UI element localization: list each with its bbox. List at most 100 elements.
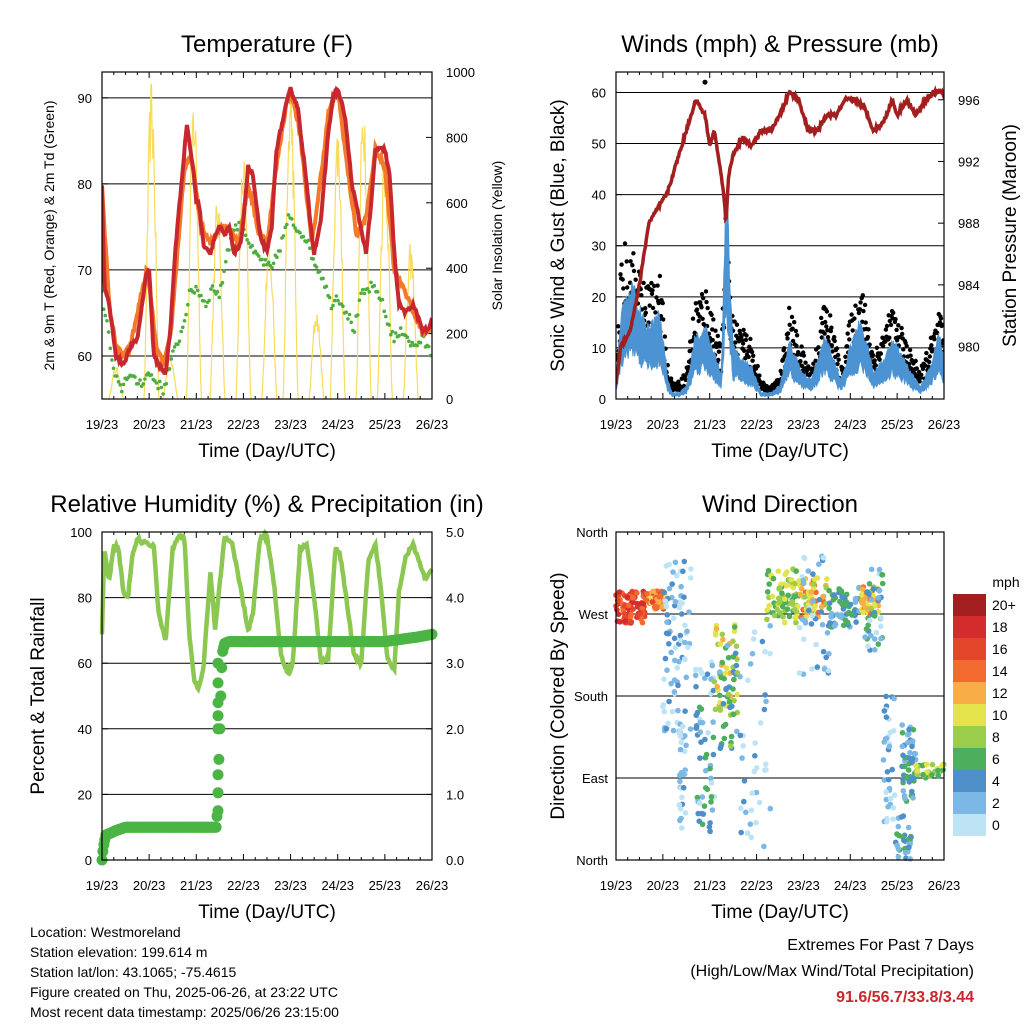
wind-direction-point — [764, 589, 771, 595]
series-group — [96, 528, 438, 866]
wind-direction-point — [793, 619, 799, 626]
wind-direction-point — [902, 849, 909, 856]
wind-direction-point — [774, 606, 780, 613]
chart-title: Winds (mph) & Pressure (mb) — [621, 31, 938, 58]
wind-direction-point — [885, 804, 891, 810]
gust-point — [631, 251, 636, 256]
wind-direction-point — [853, 595, 859, 602]
gust-point — [894, 327, 899, 333]
wind-direction-point — [622, 618, 628, 624]
gust-point — [830, 349, 835, 354]
y-tick-label-right: 400 — [446, 261, 468, 276]
dewpoint-point — [164, 382, 169, 386]
dewpoint-point — [382, 309, 387, 314]
gust-point — [896, 323, 901, 328]
gust-point — [857, 307, 863, 312]
gust-point — [709, 312, 714, 317]
wind-direction-point — [741, 778, 748, 784]
wind-direction-point — [676, 604, 683, 611]
wind-direction-point — [756, 799, 763, 806]
wind-direction-point — [682, 810, 689, 816]
gust-point — [850, 328, 855, 333]
gust-point — [796, 350, 801, 355]
wind-direction-point — [677, 733, 684, 739]
wind-direction-point — [718, 743, 724, 749]
wind-direction-point — [753, 819, 759, 826]
wind-direction-point — [859, 597, 865, 603]
wind-direction-point — [766, 602, 772, 609]
wind-direction-point — [621, 603, 628, 609]
dewpoint-point — [398, 326, 403, 330]
precip-point — [212, 723, 224, 735]
gust-point — [785, 331, 791, 336]
legend-label: 10 — [992, 707, 1008, 723]
wind-direction-point — [710, 719, 716, 725]
gust-point — [824, 309, 830, 314]
wind-direction-point — [738, 829, 744, 836]
dewpoint-point — [266, 260, 271, 265]
y-tick-label-right: 0.0 — [446, 853, 464, 868]
wind-direction-point — [697, 719, 703, 726]
wind-direction-point — [881, 777, 888, 783]
speed-legend: mph 20+ 18 16 14 12 10 8 6 4 2 0 — [953, 574, 1020, 836]
wind-direction-point — [929, 761, 936, 768]
wind-direction-point — [823, 654, 829, 661]
wind-direction-point — [901, 763, 908, 770]
gust-point — [880, 343, 886, 349]
gust-point — [656, 300, 661, 306]
wind-direction-point — [713, 632, 719, 638]
wind-direction-point — [730, 711, 737, 718]
wind-direction-point — [630, 595, 637, 601]
y-tick-label-right: 4.0 — [446, 591, 464, 606]
wind-direction-point — [697, 729, 703, 735]
wind-direction-point — [805, 568, 812, 574]
dewpoint-point — [176, 342, 180, 347]
gust-point — [692, 330, 697, 335]
gust-point — [785, 336, 790, 341]
wind-direction-point — [935, 767, 941, 774]
y-axis-label: Direction (Colored By Speed) — [548, 572, 569, 819]
wind-direction-point — [782, 619, 788, 626]
wind-direction-point — [801, 636, 807, 642]
precip-point — [212, 677, 224, 689]
dewpoint-point — [428, 353, 432, 358]
dewpoint-point — [156, 386, 160, 391]
gust-point — [661, 317, 666, 322]
wind-direction-point — [865, 643, 871, 650]
y-tick-label: North — [576, 853, 608, 868]
gust-point — [746, 354, 751, 360]
wind-direction-point — [796, 578, 802, 584]
gust-point — [713, 341, 719, 346]
gust-point — [649, 291, 655, 296]
wind-direction-point — [876, 588, 883, 594]
dewpoint-point — [387, 323, 391, 327]
wind-direction-point — [887, 795, 894, 802]
wind-direction-point — [796, 670, 803, 676]
chart-panel-2: Winds (mph) & Pressure (mb) Time (Day/UTC… — [548, 31, 1021, 462]
dewpoint-point — [410, 340, 415, 345]
dewpoint-point — [212, 289, 216, 293]
dewpoint-point — [133, 375, 137, 379]
wind-direction-point — [764, 616, 770, 623]
dewpoint-point — [306, 238, 311, 243]
dewpoint-point — [141, 382, 146, 386]
x-tick-label: 24/23 — [834, 417, 867, 432]
wind-direction-point — [913, 762, 919, 769]
dewpoint-point — [367, 290, 372, 294]
wind-direction-point — [775, 568, 782, 574]
gust-point — [694, 307, 700, 312]
wind-direction-point — [914, 768, 921, 774]
wind-direction-point — [682, 622, 688, 628]
y-tick-label: 80 — [78, 177, 92, 192]
gust-point — [732, 319, 737, 324]
y-tick-label-right: 600 — [446, 196, 468, 211]
dewpoint-point — [415, 343, 420, 348]
wind-direction-point — [635, 601, 642, 607]
wind-direction-point — [656, 593, 662, 600]
solar-insolation-spike — [376, 170, 393, 399]
wind-direction-point — [891, 792, 898, 798]
gust-point — [866, 327, 871, 332]
wind-direction-point — [663, 603, 670, 610]
dewpoint-point — [384, 314, 388, 319]
dewpoint-point — [167, 367, 172, 371]
